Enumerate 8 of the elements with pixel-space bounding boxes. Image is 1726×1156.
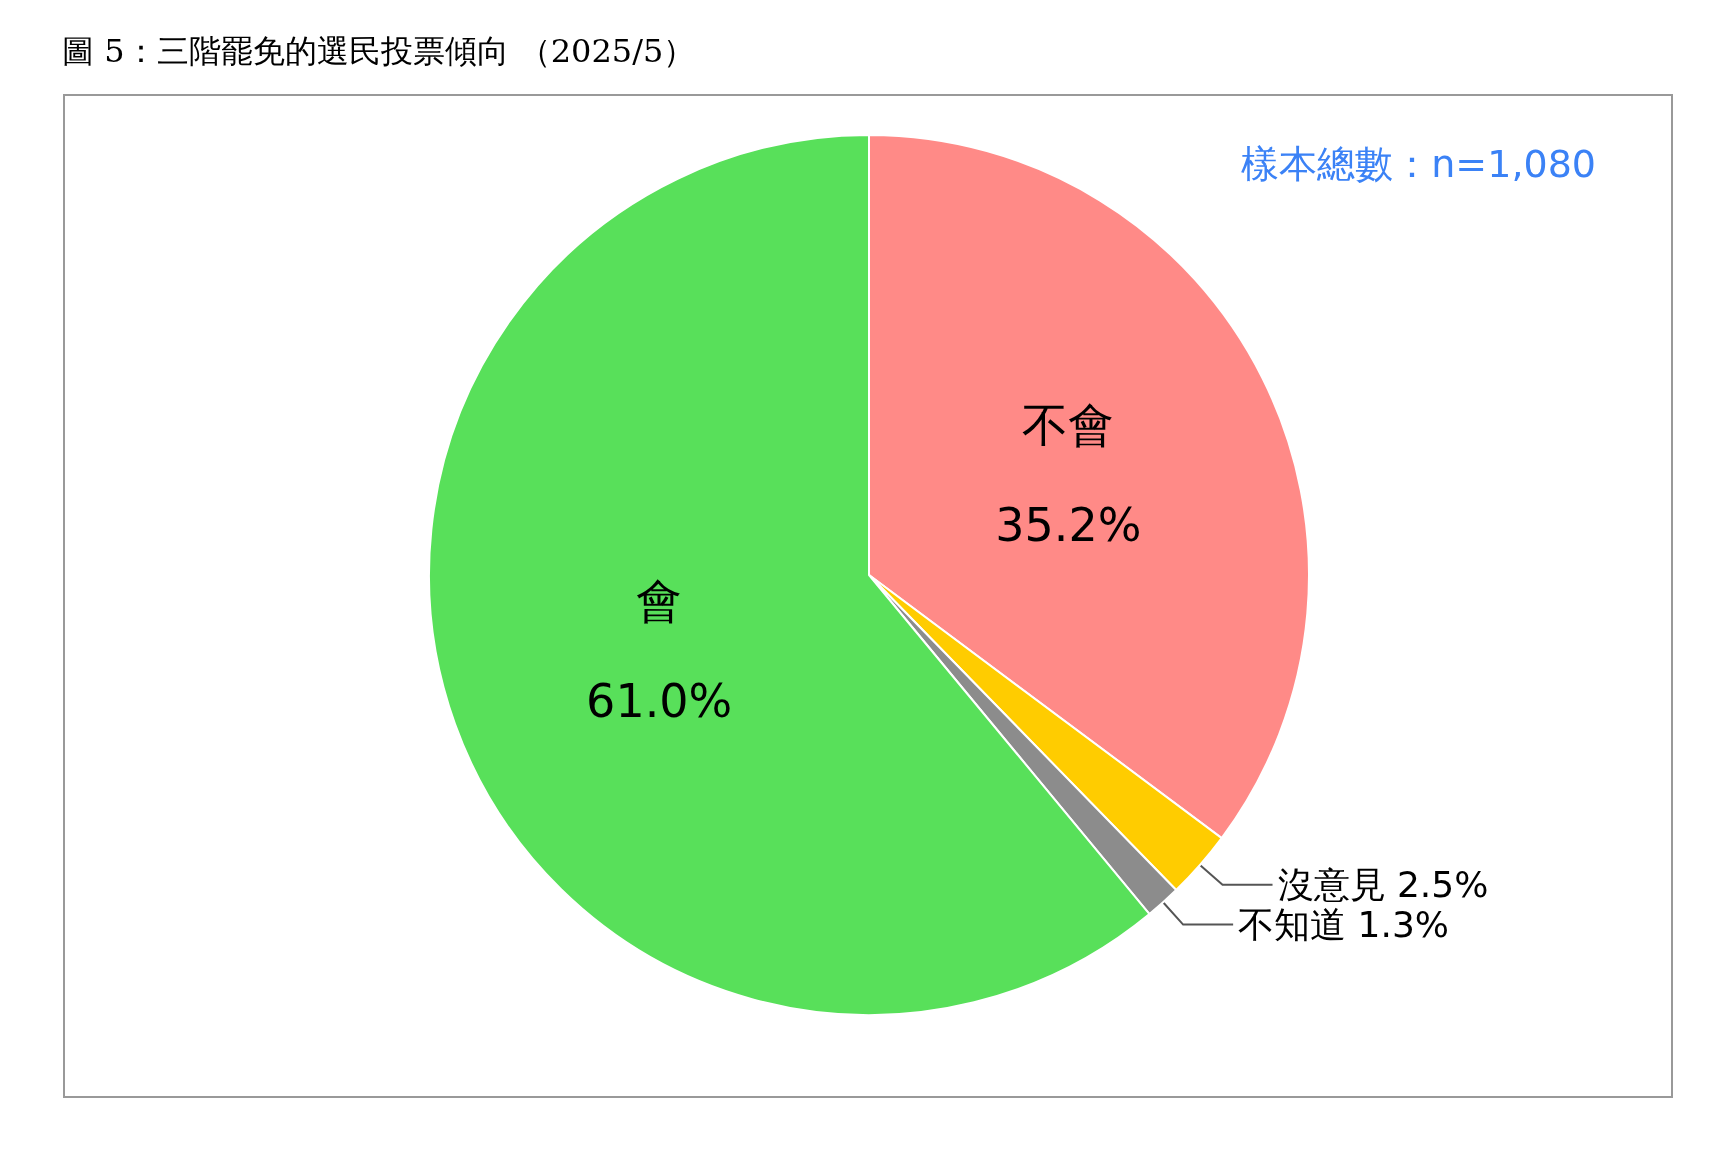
slice-label: 沒意見 2.5%	[1277, 864, 1489, 906]
data-label: 61.0%	[586, 673, 733, 728]
slice-label: 會	[636, 573, 683, 628]
text: 樣本總數：n=1,080	[1241, 142, 1596, 186]
slice-label: 不知道 1.3%	[1238, 904, 1450, 946]
slice-label: 不會	[1022, 398, 1115, 453]
data-label: 35.2%	[995, 498, 1142, 553]
chart-title: 圖 5：三階罷免的選民投票傾向 （2025/5）	[62, 31, 696, 72]
